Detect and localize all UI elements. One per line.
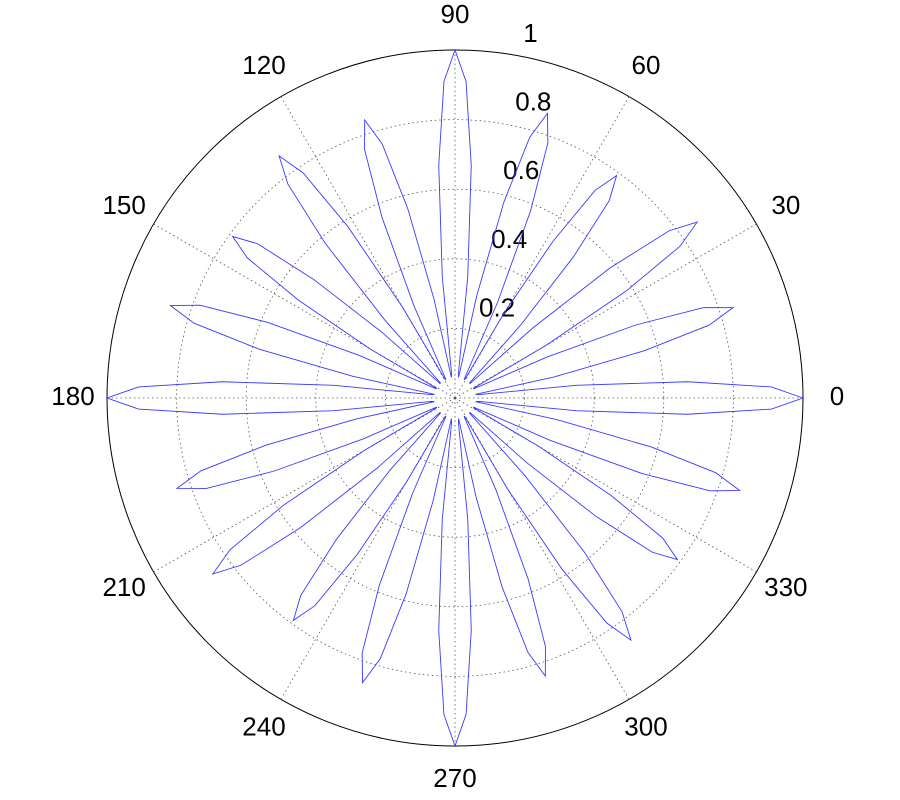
theta-tick-label: 120 bbox=[242, 50, 285, 80]
grid-circle bbox=[315, 258, 595, 538]
polar-curve bbox=[105, 48, 805, 748]
theta-tick-label: 90 bbox=[441, 0, 470, 29]
r-tick-label: 0.6 bbox=[503, 155, 539, 185]
grid-circle bbox=[384, 327, 525, 468]
r-tick-label: 1 bbox=[523, 18, 537, 48]
theta-tick-label: 210 bbox=[102, 572, 145, 602]
theta-tick-label: 240 bbox=[242, 712, 285, 742]
grid-circle bbox=[245, 188, 665, 608]
theta-tick-label: 270 bbox=[433, 763, 476, 793]
r-tick-label: 0.8 bbox=[515, 87, 551, 117]
grid-spoke bbox=[454, 397, 630, 700]
grid-circle bbox=[176, 119, 734, 677]
theta-tick-label: 150 bbox=[102, 190, 145, 220]
grid-spoke bbox=[280, 96, 456, 399]
r-tick-label: 0.4 bbox=[491, 224, 527, 254]
theta-tick-label: 30 bbox=[771, 190, 800, 220]
theta-tick-label: 0 bbox=[830, 381, 844, 411]
theta-tick-label: 300 bbox=[624, 712, 667, 742]
theta-tick-label: 60 bbox=[632, 50, 661, 80]
theta-tick-label: 180 bbox=[51, 381, 94, 411]
r-tick-label: 0.2 bbox=[479, 292, 515, 322]
theta-tick-label: 330 bbox=[764, 572, 807, 602]
grid-spoke bbox=[153, 397, 456, 573]
